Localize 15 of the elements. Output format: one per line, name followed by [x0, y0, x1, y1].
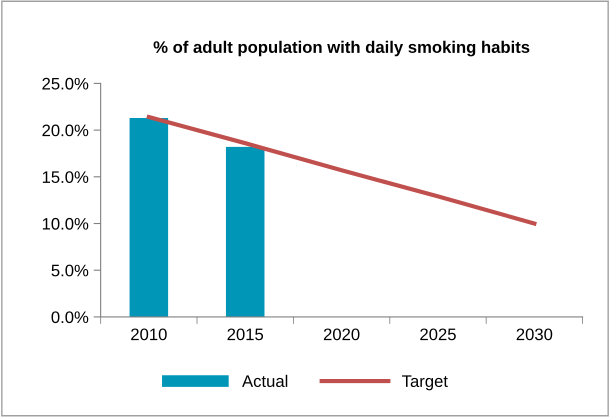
x-tick-label: 2020 — [324, 328, 360, 340]
x-tick-label: 2010 — [131, 328, 167, 340]
y-tick-label: 10.0% — [42, 218, 88, 230]
x-tick-label: 2030 — [516, 328, 552, 340]
x-tick-label: 2015 — [228, 328, 264, 340]
legend-label: Actual — [242, 374, 288, 388]
y-tick-label: 25.0% — [42, 78, 88, 90]
y-tick-label: 0.0% — [52, 311, 88, 324]
legend-label: Target — [402, 375, 448, 390]
x-tick-label: 2025 — [420, 328, 456, 340]
line-series — [146, 114, 536, 226]
chart-title: % of adult population with daily smoking habits — [154, 40, 530, 56]
y-tick-label: 15.0% — [42, 171, 88, 184]
y-tick-label: 5.0% — [52, 264, 88, 276]
y-tick-label: 20.0% — [42, 124, 88, 136]
